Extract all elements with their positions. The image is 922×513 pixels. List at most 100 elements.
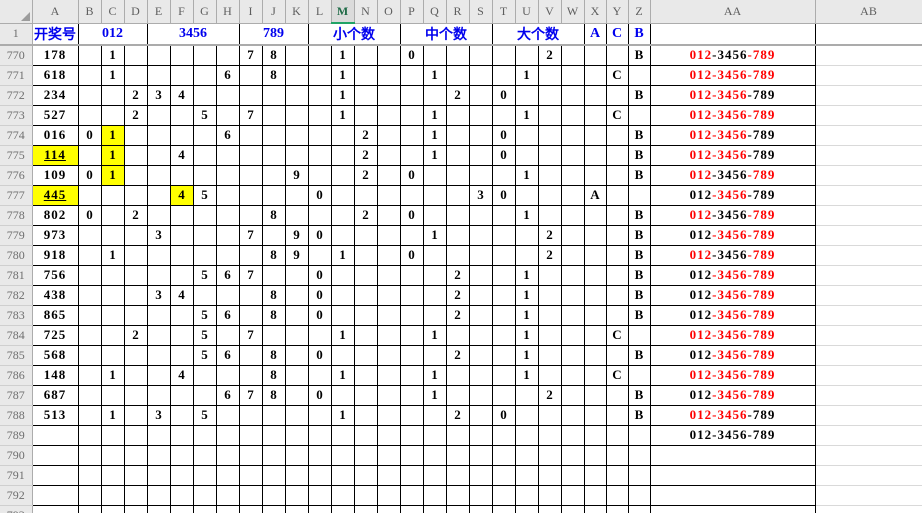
cell-Q793[interactable] [422,504,447,513]
cell-A775[interactable]: 114 [31,144,79,166]
cell-J793[interactable] [261,504,286,513]
cell-J770[interactable]: 8 [261,44,286,66]
cell-S786[interactable] [468,364,493,386]
cell-C771[interactable]: 1 [100,64,125,86]
cell-B784[interactable] [77,324,102,346]
cell-U782[interactable]: 1 [514,284,539,306]
cell-A1[interactable]: 开奖号 [31,22,79,46]
cell-C777[interactable] [100,184,125,206]
cell-G791[interactable] [192,464,217,486]
cell-W782[interactable] [560,284,585,306]
cell-D774[interactable] [123,124,148,146]
cell-V786[interactable] [537,364,562,386]
cell-Q785[interactable] [422,344,447,366]
cell-U774[interactable] [514,124,539,146]
cell-K786[interactable] [284,364,309,386]
cell-L791[interactable] [307,464,332,486]
cell-B770[interactable] [77,44,102,66]
cell-V781[interactable] [537,264,562,286]
cell-U784[interactable]: 1 [514,324,539,346]
cell-C770[interactable]: 1 [100,44,125,66]
cell-E774[interactable] [146,124,171,146]
cell-K782[interactable] [284,284,309,306]
cell-H781[interactable]: 6 [215,264,240,286]
cell-P788[interactable] [399,404,424,426]
cell-P774[interactable] [399,124,424,146]
cell-I786[interactable] [238,364,263,386]
cell-Y775[interactable] [605,144,629,166]
cell-N785[interactable] [353,344,378,366]
cell-X782[interactable] [583,284,607,306]
cell-U777[interactable] [514,184,539,206]
cell-F774[interactable] [169,124,194,146]
cell-M778[interactable] [330,204,355,226]
cell-AA786[interactable]: 012-3456-789 [649,364,816,386]
cell-N788[interactable] [353,404,378,426]
cell-AA781[interactable]: 012-3456-789 [649,264,816,286]
cell-Y783[interactable] [605,304,629,326]
row-header-775[interactable]: 775 [0,145,33,166]
cell-U780[interactable] [514,244,539,266]
cell-J778[interactable]: 8 [261,204,286,226]
cell-O774[interactable] [376,124,401,146]
cell-V779[interactable]: 2 [537,224,562,246]
cell-P791[interactable] [399,464,424,486]
cell-K774[interactable] [284,124,309,146]
cell-P780[interactable]: 0 [399,244,424,266]
cell-L777[interactable]: 0 [307,184,332,206]
cell-AB774[interactable] [815,125,922,146]
cell-J773[interactable] [261,104,286,126]
cell-D775[interactable] [123,144,148,166]
cell-M780[interactable]: 1 [330,244,355,266]
cell-U778[interactable]: 1 [514,204,539,226]
cell-S772[interactable] [468,84,493,106]
cell-N786[interactable] [353,364,378,386]
cell-M788[interactable]: 1 [330,404,355,426]
cell-X791[interactable] [583,464,607,486]
cell-Q776[interactable] [422,164,447,186]
cell-V785[interactable] [537,344,562,366]
cell-AB776[interactable] [815,165,922,186]
cell-D780[interactable] [123,244,148,266]
cell-D787[interactable] [123,384,148,406]
cell-O780[interactable] [376,244,401,266]
cell-K792[interactable] [284,484,309,506]
cell-S792[interactable] [468,484,493,506]
column-header-D[interactable]: D [124,0,148,24]
cell-U791[interactable] [514,464,539,486]
cell-O770[interactable] [376,44,401,66]
cell-P773[interactable] [399,104,424,126]
cell-M790[interactable] [330,444,355,466]
column-header-X[interactable]: X [584,0,607,24]
cell-P779[interactable] [399,224,424,246]
cell-J779[interactable] [261,224,286,246]
cell-N776[interactable]: 2 [353,164,378,186]
cell-D781[interactable] [123,264,148,286]
cell-N774[interactable]: 2 [353,124,378,146]
cell-T783[interactable] [491,304,516,326]
cell-W771[interactable] [560,64,585,86]
cell-M777[interactable] [330,184,355,206]
cell-I783[interactable] [238,304,263,326]
cell-Z786[interactable] [627,364,651,386]
cell-H784[interactable] [215,324,240,346]
cell-Z774[interactable]: B [627,124,651,146]
cell-A779[interactable]: 973 [31,224,79,246]
cell-U779[interactable] [514,224,539,246]
cell-Y792[interactable] [605,484,629,506]
cell-S778[interactable] [468,204,493,226]
cell-E770[interactable] [146,44,171,66]
cell-E783[interactable] [146,304,171,326]
cell-X783[interactable] [583,304,607,326]
cell-O776[interactable] [376,164,401,186]
cell-T771[interactable] [491,64,516,86]
cell-N778[interactable]: 2 [353,204,378,226]
cell-AB778[interactable] [815,205,922,226]
cell-P782[interactable] [399,284,424,306]
cell-O789[interactable] [376,424,401,446]
cell-F782[interactable]: 4 [169,284,194,306]
cell-J782[interactable]: 8 [261,284,286,306]
cell-L778[interactable] [307,204,332,226]
cell-U771[interactable]: 1 [514,64,539,86]
cell-AB771[interactable] [815,65,922,86]
